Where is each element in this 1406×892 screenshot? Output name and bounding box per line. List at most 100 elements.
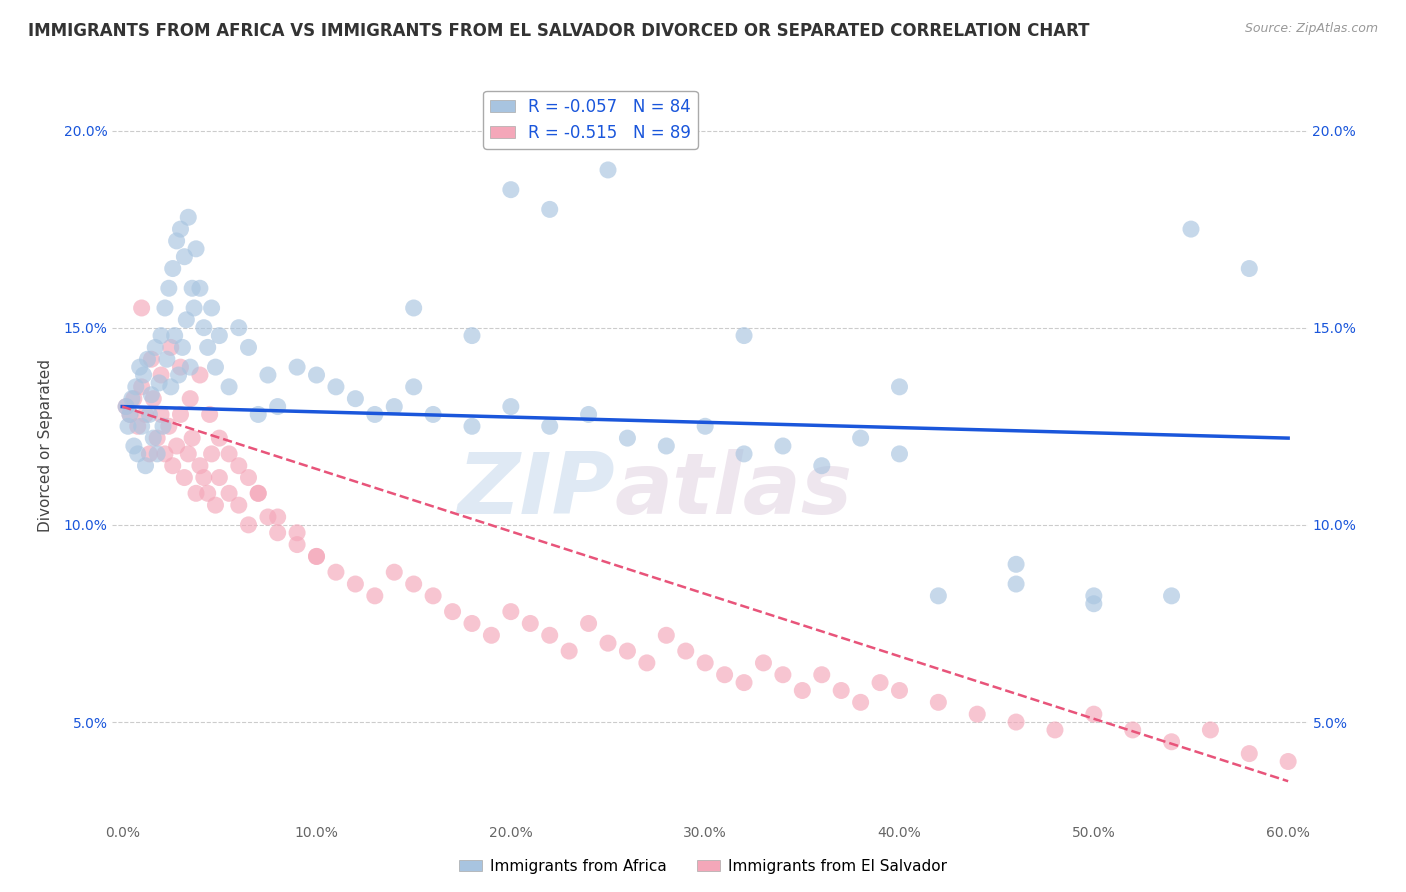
Point bbox=[344, 392, 367, 406]
Point bbox=[162, 261, 184, 276]
Point bbox=[266, 510, 288, 524]
Point bbox=[197, 486, 219, 500]
Point bbox=[927, 589, 949, 603]
Point bbox=[382, 400, 405, 414]
Point bbox=[1083, 707, 1105, 722]
Point bbox=[558, 644, 581, 658]
Text: ZIP: ZIP bbox=[457, 450, 614, 533]
Point bbox=[247, 408, 270, 422]
Point bbox=[121, 392, 143, 406]
Point bbox=[966, 707, 988, 722]
Point bbox=[138, 447, 160, 461]
Point bbox=[132, 368, 155, 382]
Point bbox=[198, 408, 221, 422]
Point bbox=[1160, 735, 1182, 749]
Point bbox=[1122, 723, 1144, 737]
Point bbox=[461, 616, 484, 631]
Point bbox=[1043, 723, 1066, 737]
Point bbox=[655, 439, 678, 453]
Point bbox=[1005, 577, 1028, 591]
Point bbox=[285, 525, 308, 540]
Text: IMMIGRANTS FROM AFRICA VS IMMIGRANTS FROM EL SALVADOR DIVORCED OR SEPARATED CORR: IMMIGRANTS FROM AFRICA VS IMMIGRANTS FRO… bbox=[28, 22, 1090, 40]
Text: Source: ZipAtlas.com: Source: ZipAtlas.com bbox=[1244, 22, 1378, 36]
Point bbox=[163, 328, 186, 343]
Point bbox=[169, 408, 191, 422]
Point bbox=[157, 419, 180, 434]
Point bbox=[364, 408, 387, 422]
Point bbox=[218, 486, 240, 500]
Point bbox=[166, 439, 188, 453]
Point bbox=[142, 431, 165, 445]
Point bbox=[1160, 589, 1182, 603]
Point bbox=[208, 470, 231, 484]
Point bbox=[422, 408, 444, 422]
Point bbox=[200, 447, 222, 461]
Point bbox=[173, 470, 195, 484]
Point bbox=[325, 565, 347, 579]
Point bbox=[695, 419, 717, 434]
Point bbox=[157, 281, 180, 295]
Point bbox=[150, 368, 173, 382]
Point bbox=[422, 589, 444, 603]
Point bbox=[849, 695, 872, 709]
Point bbox=[128, 360, 150, 375]
Point bbox=[208, 328, 231, 343]
Point bbox=[238, 340, 260, 354]
Point bbox=[285, 538, 308, 552]
Point bbox=[266, 400, 288, 414]
Point bbox=[538, 628, 561, 642]
Point bbox=[193, 320, 215, 334]
Point bbox=[142, 392, 165, 406]
Point bbox=[461, 328, 484, 343]
Point bbox=[204, 498, 226, 512]
Point bbox=[402, 301, 425, 315]
Point bbox=[519, 616, 541, 631]
Point bbox=[122, 392, 145, 406]
Point bbox=[188, 458, 211, 473]
Point bbox=[188, 281, 211, 295]
Point bbox=[305, 549, 328, 564]
Point bbox=[228, 458, 250, 473]
Point bbox=[127, 447, 149, 461]
Point bbox=[733, 328, 755, 343]
Point bbox=[596, 636, 619, 650]
Point bbox=[218, 447, 240, 461]
Point bbox=[143, 340, 166, 354]
Point bbox=[325, 380, 347, 394]
Point bbox=[179, 360, 201, 375]
Point bbox=[183, 301, 205, 315]
Point bbox=[228, 320, 250, 334]
Point bbox=[810, 667, 832, 681]
Point bbox=[675, 644, 697, 658]
Point bbox=[402, 380, 425, 394]
Point bbox=[849, 431, 872, 445]
Point bbox=[156, 352, 179, 367]
Point bbox=[364, 589, 387, 603]
Point bbox=[146, 431, 169, 445]
Point bbox=[208, 431, 231, 445]
Point bbox=[695, 656, 717, 670]
Point bbox=[150, 408, 173, 422]
Point bbox=[247, 486, 270, 500]
Point bbox=[481, 628, 503, 642]
Point bbox=[752, 656, 775, 670]
Point bbox=[733, 447, 755, 461]
Point bbox=[197, 340, 219, 354]
Point bbox=[1180, 222, 1202, 236]
Point bbox=[118, 408, 141, 422]
Point bbox=[153, 447, 176, 461]
Point bbox=[616, 431, 638, 445]
Point bbox=[830, 683, 852, 698]
Point bbox=[257, 368, 280, 382]
Point bbox=[159, 340, 181, 354]
Point bbox=[228, 498, 250, 512]
Point bbox=[131, 380, 153, 394]
Point bbox=[150, 328, 173, 343]
Point bbox=[131, 301, 153, 315]
Point bbox=[200, 301, 222, 315]
Point bbox=[1199, 723, 1222, 737]
Point bbox=[1005, 558, 1028, 572]
Point bbox=[193, 470, 215, 484]
Point bbox=[655, 628, 678, 642]
Legend: Immigrants from Africa, Immigrants from El Salvador: Immigrants from Africa, Immigrants from … bbox=[453, 853, 953, 880]
